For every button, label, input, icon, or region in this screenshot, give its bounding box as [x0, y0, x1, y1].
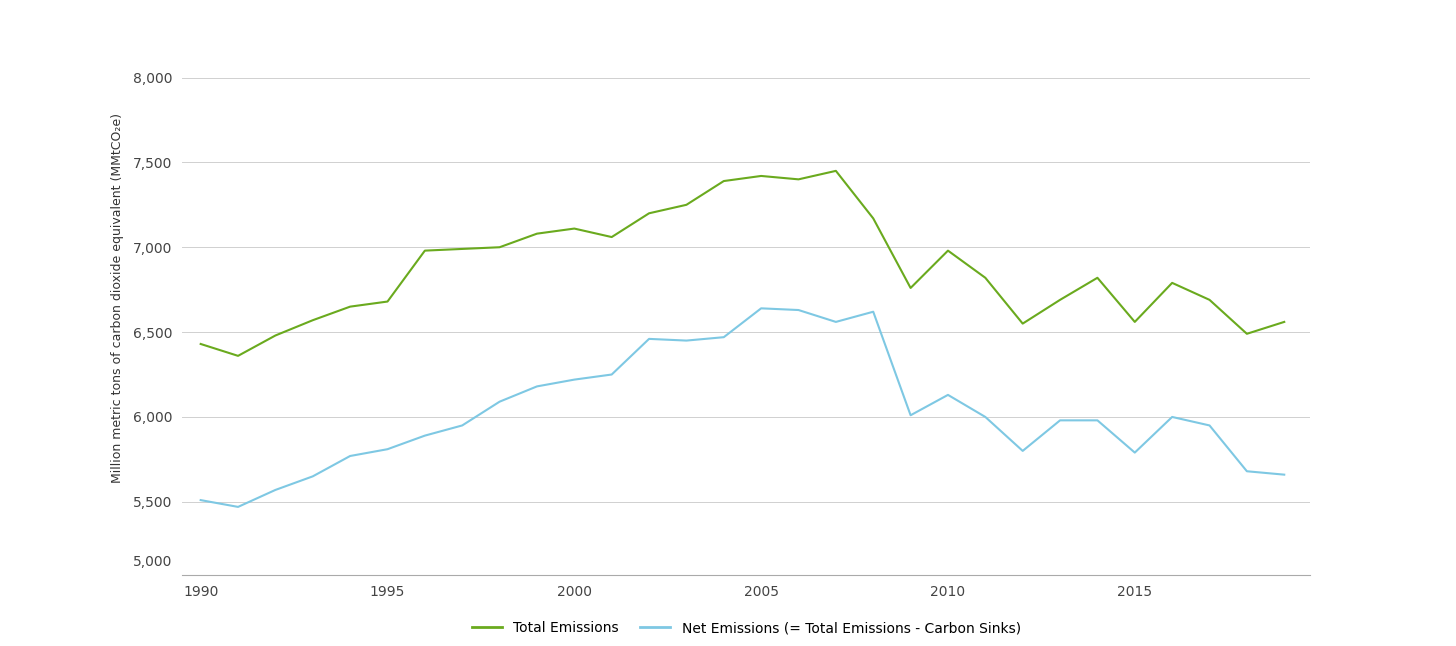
Net Emissions (= Total Emissions - Carbon Sinks) [715, 333, 732, 341]
Total Emissions [1089, 274, 1107, 282]
Line: Net Emissions (= Total Emissions - Carbon Sinks): Net Emissions (= Total Emissions - Carbo… [201, 308, 1284, 507]
Total Emissions [789, 176, 807, 183]
Net Emissions (= Total Emissions - Carbon Sinks) [529, 382, 546, 390]
Total Emissions [529, 230, 546, 238]
Net Emissions (= Total Emissions - Carbon Sinks) [1275, 471, 1293, 479]
Total Emissions [565, 225, 582, 233]
Net Emissions (= Total Emissions - Carbon Sinks) [1238, 468, 1255, 475]
Total Emissions [1125, 318, 1143, 326]
Total Emissions [304, 317, 322, 324]
Net Emissions (= Total Emissions - Carbon Sinks) [1089, 417, 1107, 424]
Total Emissions [453, 245, 470, 253]
Total Emissions [1201, 296, 1219, 304]
Net Emissions (= Total Emissions - Carbon Sinks) [266, 486, 284, 494]
Total Emissions [901, 284, 919, 292]
Total Emissions [977, 274, 994, 282]
Total Emissions [677, 201, 695, 209]
Total Emissions [865, 214, 882, 222]
Net Emissions (= Total Emissions - Carbon Sinks) [379, 445, 396, 453]
Total Emissions [1163, 279, 1181, 287]
Net Emissions (= Total Emissions - Carbon Sinks) [603, 371, 620, 379]
Total Emissions [379, 298, 396, 306]
Line: Total Emissions: Total Emissions [201, 171, 1284, 356]
Net Emissions (= Total Emissions - Carbon Sinks) [677, 337, 695, 344]
Total Emissions [641, 209, 658, 217]
Net Emissions (= Total Emissions - Carbon Sinks) [1013, 447, 1031, 455]
Net Emissions (= Total Emissions - Carbon Sinks) [977, 413, 994, 421]
Net Emissions (= Total Emissions - Carbon Sinks) [865, 308, 882, 316]
Net Emissions (= Total Emissions - Carbon Sinks) [1125, 449, 1143, 457]
Total Emissions [341, 303, 358, 311]
Net Emissions (= Total Emissions - Carbon Sinks) [192, 496, 210, 504]
Net Emissions (= Total Emissions - Carbon Sinks) [491, 398, 508, 406]
Net Emissions (= Total Emissions - Carbon Sinks) [939, 391, 957, 399]
Net Emissions (= Total Emissions - Carbon Sinks) [229, 503, 246, 511]
Total Emissions [192, 340, 210, 348]
Net Emissions (= Total Emissions - Carbon Sinks) [565, 376, 582, 384]
Total Emissions [939, 247, 957, 255]
Total Emissions [266, 331, 284, 339]
Total Emissions [827, 167, 844, 174]
Net Emissions (= Total Emissions - Carbon Sinks) [453, 422, 470, 430]
Net Emissions (= Total Emissions - Carbon Sinks) [1051, 417, 1069, 424]
Total Emissions [1275, 318, 1293, 326]
Net Emissions (= Total Emissions - Carbon Sinks) [827, 318, 844, 326]
Y-axis label: Million metric tons of carbon dioxide equivalent (MMtCO₂e): Million metric tons of carbon dioxide eq… [112, 113, 124, 483]
Legend: Total Emissions, Net Emissions (= Total Emissions - Carbon Sinks): Total Emissions, Net Emissions (= Total … [472, 621, 1021, 636]
Net Emissions (= Total Emissions - Carbon Sinks) [753, 304, 770, 312]
Net Emissions (= Total Emissions - Carbon Sinks) [789, 306, 807, 314]
Net Emissions (= Total Emissions - Carbon Sinks) [341, 452, 358, 460]
Total Emissions [715, 177, 732, 185]
Total Emissions [603, 233, 620, 241]
Net Emissions (= Total Emissions - Carbon Sinks) [416, 432, 434, 439]
Net Emissions (= Total Emissions - Carbon Sinks) [901, 412, 919, 419]
Total Emissions [1238, 330, 1255, 338]
Net Emissions (= Total Emissions - Carbon Sinks) [641, 335, 658, 343]
Total Emissions [753, 172, 770, 180]
Total Emissions [1051, 296, 1069, 304]
Total Emissions [1013, 320, 1031, 328]
Net Emissions (= Total Emissions - Carbon Sinks) [304, 472, 322, 480]
Net Emissions (= Total Emissions - Carbon Sinks) [1201, 422, 1219, 430]
Total Emissions [491, 244, 508, 251]
Total Emissions [416, 247, 434, 255]
Net Emissions (= Total Emissions - Carbon Sinks) [1163, 413, 1181, 421]
Total Emissions [229, 352, 246, 360]
